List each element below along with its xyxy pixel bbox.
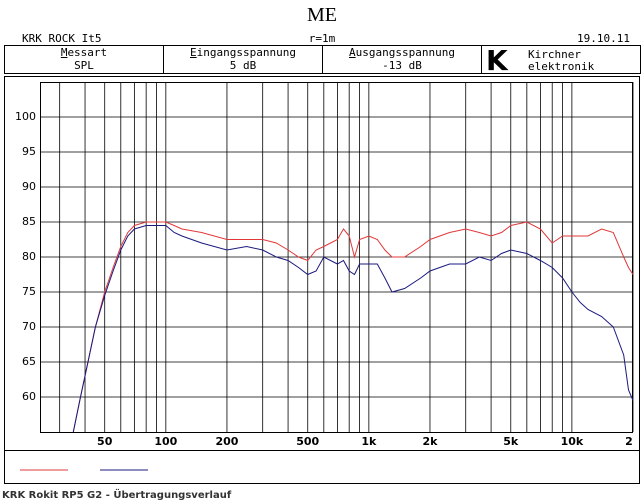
x-tick-label: 2k (422, 435, 438, 448)
series-line (72, 225, 633, 432)
x-tick-label: 10k (561, 435, 584, 448)
date: 19.10.11 (577, 32, 630, 45)
x-tick-label: 5k (503, 435, 519, 448)
cell-value: 5 dB (229, 59, 257, 72)
distance: r=1m (308, 32, 336, 45)
y-tick-label: 65 (22, 355, 36, 368)
x-tick-label: 100 (154, 435, 177, 448)
cell-label: Eingangsspannung (190, 46, 296, 59)
y-tick-label: 80 (22, 250, 36, 263)
y-tick-label: 95 (22, 145, 36, 158)
x-tick-label: 200 (215, 435, 238, 448)
cell-label: Ausgangsspannung (349, 46, 455, 59)
series-line (72, 221, 633, 432)
cell: Messart SPL (5, 46, 164, 73)
x-tick-label: 500 (296, 435, 319, 448)
company: Kirchner (528, 48, 581, 61)
plot-frame (40, 82, 633, 433)
x-tick-label: 1k (361, 435, 377, 448)
title: ME (307, 4, 337, 26)
logo: K (486, 44, 508, 77)
cell: Ausgangsspannung -13 dB (323, 46, 482, 73)
y-tick-label: 90 (22, 180, 36, 193)
cell-label: Messart (60, 46, 108, 59)
header-box (4, 45, 641, 74)
company: elektronik (528, 60, 595, 73)
y-tick-label: 70 (22, 320, 36, 333)
cell-value: -13 dB (382, 59, 422, 72)
y-tick-label: 60 (22, 390, 36, 403)
cell-value: SPL (74, 59, 94, 72)
y-tick-label: 100 (15, 110, 36, 123)
footer: KRK Rokit RP5 G2 - Übertragungsverlauf (2, 487, 232, 501)
y-tick-label: 85 (22, 215, 36, 228)
y-tick-label: 75 (22, 285, 36, 298)
cell: Eingangsspannung 5 dB (164, 46, 323, 73)
chart-frame (4, 76, 640, 484)
x-tick-label: 2 (625, 435, 633, 448)
x-tick-label: 50 (97, 435, 113, 448)
device: KRK ROCK It5 (22, 32, 102, 45)
